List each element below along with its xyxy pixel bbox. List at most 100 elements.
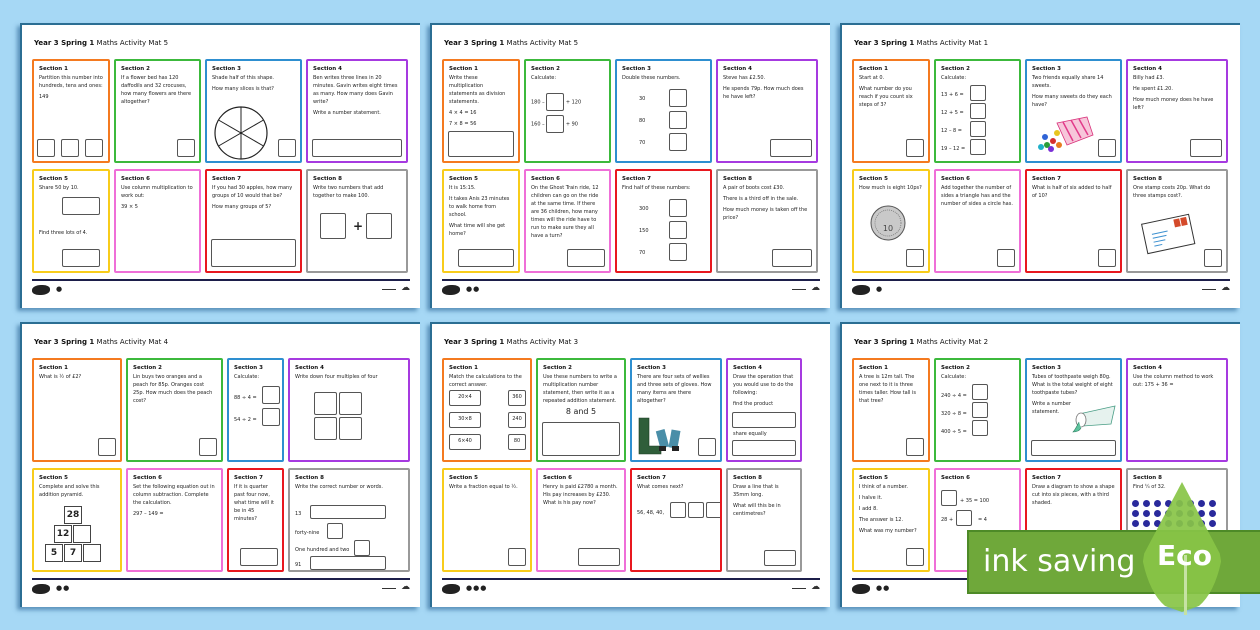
hat-logo-icon: ☁ [811, 582, 820, 592]
match-item[interactable]: 360 [508, 390, 526, 406]
answer-box[interactable] [670, 502, 686, 518]
answer-box[interactable] [906, 249, 924, 267]
answer-box[interactable] [956, 510, 972, 526]
answer-box[interactable] [262, 408, 280, 426]
answer-box[interactable] [698, 438, 716, 456]
answer-box[interactable] [1190, 139, 1222, 157]
answer-box[interactable] [312, 139, 402, 157]
pyramid-cell[interactable] [83, 544, 101, 562]
answer-box[interactable] [669, 133, 687, 151]
section-8: Section 8 One stamp costs 20p. What do t… [1126, 169, 1228, 273]
section-5: Section 5 Share 50 by 10. Find three lot… [32, 169, 110, 273]
answer-box[interactable] [62, 197, 100, 215]
answer-box[interactable] [906, 139, 924, 157]
answer-box[interactable] [240, 548, 278, 566]
answer-box[interactable] [546, 93, 565, 111]
answer-box[interactable] [542, 422, 620, 456]
answer-box[interactable] [262, 386, 280, 404]
answer-box[interactable] [669, 111, 687, 129]
match-item[interactable]: 240 [508, 412, 526, 428]
mat-footer: ● ☁ [852, 279, 1230, 299]
answer-box[interactable] [970, 85, 986, 101]
answer-box[interactable] [906, 438, 924, 456]
answer-box[interactable] [970, 103, 986, 119]
answer-box[interactable] [997, 249, 1015, 267]
answer-box[interactable] [354, 540, 370, 556]
match-item[interactable]: 30×8 [449, 412, 481, 428]
section-4: Section 4 Use the column method to work … [1126, 358, 1228, 462]
answer-box[interactable] [732, 440, 796, 456]
answer-box[interactable] [906, 548, 924, 566]
pyramid-cell: 7 [64, 544, 82, 562]
answer-box[interactable] [61, 139, 79, 157]
svg-text:10: 10 [883, 224, 893, 233]
answer-box[interactable] [37, 139, 55, 157]
pyramid-top: 28 [64, 506, 82, 524]
answer-box[interactable] [310, 556, 386, 570]
section-4: Section 4 Billy had £3. He spent £1.20. … [1126, 59, 1228, 163]
answer-box[interactable] [1098, 139, 1116, 157]
answer-box[interactable] [278, 139, 296, 157]
section-6: Section 6 On the Ghost Train ride, 12 ch… [524, 169, 611, 273]
match-item[interactable]: 6×40 [449, 434, 481, 450]
section-6: Section 6 Henry is paid £2780 a month. H… [536, 468, 626, 572]
answer-box[interactable] [546, 115, 565, 133]
answer-box[interactable] [970, 139, 986, 155]
section-3: Section 3 Tubes of toothpaste weigh 80g.… [1025, 358, 1122, 462]
answer-box[interactable] [772, 249, 812, 267]
answer-box[interactable] [669, 199, 687, 217]
answer-box[interactable] [98, 438, 116, 456]
answer-box[interactable] [62, 249, 100, 267]
answer-box[interactable] [211, 239, 296, 267]
section-2: Section 2 Lin buys two oranges and a pea… [126, 358, 223, 462]
match-item[interactable]: 80 [508, 434, 526, 450]
section-1: Section 1 What is ½ of £2? [32, 358, 122, 462]
answer-box[interactable] [458, 249, 514, 267]
answer-box[interactable] [448, 131, 514, 157]
answer-box[interactable] [567, 249, 605, 267]
answer-box[interactable] [764, 550, 796, 566]
answer-box[interactable] [688, 502, 704, 518]
answer-box[interactable] [1098, 249, 1116, 267]
answer-box[interactable] [970, 121, 986, 137]
answer-box[interactable] [941, 490, 957, 506]
activity-mat: Year 3 Spring 1 Maths Activity Mat 3 Sec… [430, 322, 830, 607]
match-item[interactable]: 20×4 [449, 390, 481, 406]
answer-box[interactable] [669, 221, 687, 239]
answer-box[interactable] [320, 213, 346, 239]
mat-title: Year 3 Spring 1 Maths Activity Mat 4 [34, 338, 169, 346]
answer-box[interactable] [669, 89, 687, 107]
answer-box[interactable] [327, 523, 343, 539]
answer-box[interactable] [310, 505, 386, 519]
answer-box[interactable] [1204, 249, 1222, 267]
answer-box[interactable] [706, 502, 720, 518]
answer-box[interactable] [578, 548, 620, 566]
answer-box[interactable] [85, 139, 103, 157]
mat-title: Year 3 Spring 1 Maths Activity Mat 2 [854, 338, 989, 346]
answer-box[interactable] [339, 392, 362, 415]
section-1: Section 1 Partition this number into hun… [32, 59, 110, 163]
twinkl-logo-icon [442, 285, 460, 295]
answer-box[interactable] [770, 139, 812, 157]
answer-box[interactable] [314, 417, 337, 440]
answer-box[interactable] [972, 420, 988, 436]
section-2: Section 2 Calculate: 240 ÷ 4 = 320 ÷ 8 =… [934, 358, 1021, 462]
answer-box[interactable] [199, 438, 217, 456]
answer-box[interactable] [1031, 440, 1116, 456]
answer-box[interactable] [177, 139, 195, 157]
section-5: Section 5 Write a fraction equal to ½. [442, 468, 532, 572]
answer-box[interactable] [339, 417, 362, 440]
answer-box[interactable] [366, 213, 392, 239]
eco-label: Eco [1157, 539, 1212, 572]
answer-box[interactable] [972, 402, 988, 418]
answer-box[interactable] [314, 392, 337, 415]
difficulty-dots: ● [876, 285, 884, 293]
answer-box[interactable] [508, 548, 526, 566]
section-3: Section 3 Double these numbers. 30 80 70 [615, 59, 712, 163]
answer-box[interactable] [972, 384, 988, 400]
answer-box[interactable] [669, 243, 687, 261]
section-3: Section 3 Calculate: 88 ÷ 4 = 54 ÷ 2 = [227, 358, 284, 462]
pyramid-cell[interactable] [73, 525, 91, 543]
activity-mat: Year 3 Spring 1 Maths Activity Mat 1 Sec… [840, 23, 1240, 308]
answer-box[interactable] [732, 412, 796, 428]
